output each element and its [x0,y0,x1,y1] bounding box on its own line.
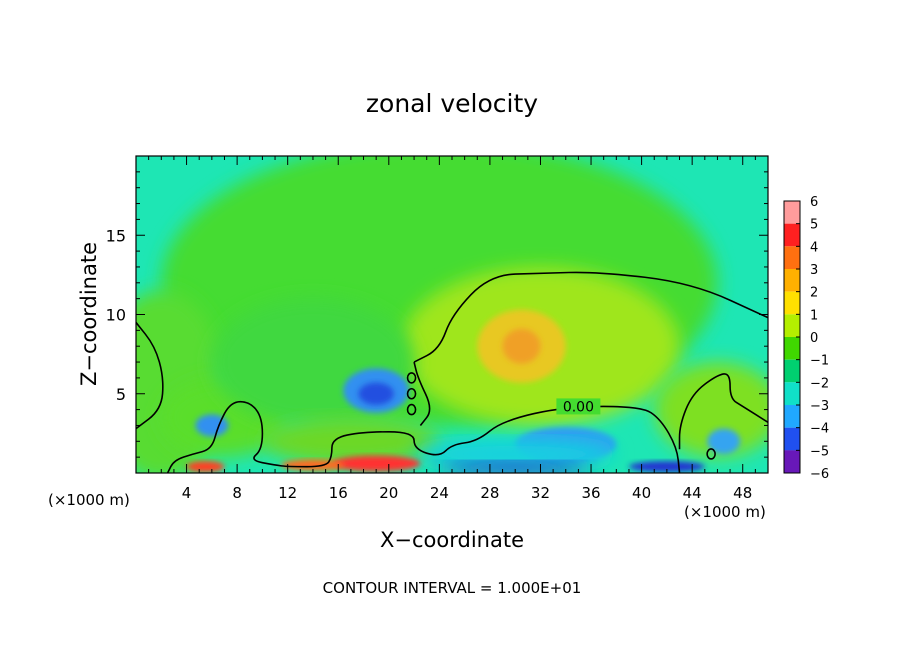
field-region-17 [281,459,345,471]
zero-contour-loop-1 [406,387,417,400]
zero-contour-loop-2 [406,403,417,416]
colorbar-swatch [784,427,800,451]
x-tick-label: 24 [430,484,449,502]
zero-contour-line-3 [678,373,768,450]
colorbar-swatch [784,382,800,405]
velocity-field [136,156,768,473]
colorbar-label: −2 [810,376,829,391]
field-region-8 [262,417,440,466]
colorbar-label: 4 [810,240,818,255]
colorbar-swatch [784,314,800,337]
field-region-19 [628,461,705,473]
x-tick-label: 40 [632,484,651,502]
field-region-13 [195,414,229,437]
x-tick-label: 4 [182,484,192,502]
colorbar-label: −5 [810,444,829,459]
y-tick-label: 15 [106,226,126,245]
colorbar-swatch [784,201,800,224]
field-region-14 [707,428,741,454]
zero-contour-line-4 [413,361,431,426]
colorbar-swatch [784,291,800,315]
colorbar: 6 5 4 3 2 1 0 −1 −2 −3 −4 −5 −6 [783,195,829,482]
zero-contour-loop-0 [406,372,417,384]
field-region-12 [414,439,617,469]
y-tick-label: 10 [106,306,126,325]
zero-contour-line-1 [166,400,681,473]
field-region-15 [331,455,421,472]
contour-label-background [556,398,601,415]
field-region-7 [654,362,768,458]
colorbar-swatch [784,269,800,292]
chart-title: zonal velocity [366,89,538,118]
x-tick-label: 36 [581,484,600,502]
colorbar-label: 3 [810,263,818,278]
colorbar-label: −1 [810,354,829,369]
x-tick-label: 28 [480,484,499,502]
x-tick-label: 32 [531,484,550,502]
zero-contour-line-2 [413,271,768,363]
colorbar-label: 2 [810,286,818,301]
colorbar-swatch [784,337,800,360]
x-tick-labels: 4 8 12 16 20 24 28 32 36 40 44 48 [182,484,752,502]
x-tick-label: 20 [379,484,398,502]
y-axis-label: Z−coordinate [77,242,101,386]
x-tick-label: 48 [733,484,752,502]
x-unit-right: (×1000 m) [684,503,766,521]
field-region-10 [358,382,394,405]
colorbar-swatch [784,223,800,247]
x-tick-label: 8 [232,484,242,502]
contour-interval-note: CONTOUR INTERVAL = 1.000E+01 [323,579,582,597]
colorbar-swatch [784,246,800,269]
zero-contours [136,271,768,473]
colorbar-label: 5 [810,218,818,233]
field-region-3 [502,328,541,364]
x-tick-label: 12 [278,484,297,502]
zero-contour-line-0 [136,321,164,430]
axis-ticks [136,156,768,473]
x-unit-left: (×1000 m) [48,491,130,509]
contour-label: 0.00 [563,399,594,415]
zero-contour-loop-3 [706,448,716,460]
x-axis-label: X−coordinate [380,528,524,552]
x-tick-label: 16 [329,484,348,502]
colorbar-swatch [784,450,800,473]
plot-area: 0.00 [135,155,769,474]
colorbar-label: −6 [810,467,829,482]
field-region-16 [186,461,225,473]
y-tick-label: 5 [116,385,126,404]
y-tick-labels: 5 10 15 [106,226,126,404]
colorbar-label: 1 [810,308,818,323]
colorbar-swatch [784,359,800,383]
x-tick-label: 44 [683,484,702,502]
colorbar-swatch [784,405,800,428]
colorbar-label: 6 [810,195,818,210]
colorbar-label: −3 [810,399,829,414]
colorbar-label: −4 [810,422,829,437]
colorbar-label: 0 [810,331,818,346]
